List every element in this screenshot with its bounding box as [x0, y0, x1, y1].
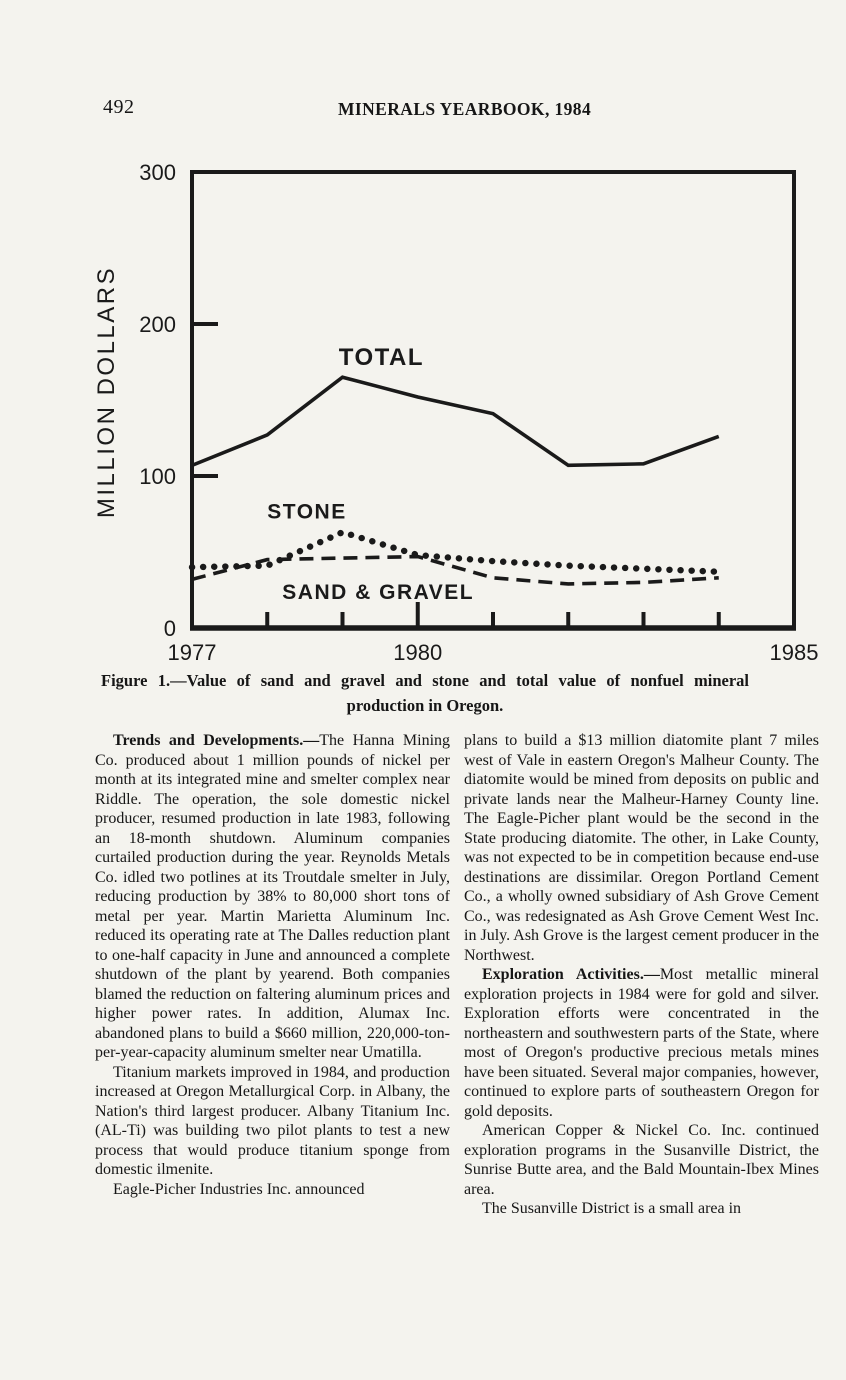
series-line-sand-gravel: [191, 554, 719, 586]
x-tick-label-1977: 1977: [168, 640, 217, 665]
figure-caption-line1: Figure 1.—Value of sand and gravel and s…: [101, 671, 749, 690]
figure-caption-line2: production in Oregon.: [346, 696, 504, 715]
y-tick-label-100: 100: [139, 464, 176, 489]
paragraph-text: Most metallic mineral exploration projec…: [464, 966, 819, 1120]
paragraph-lead: Exploration Activities.—: [482, 966, 660, 983]
paragraph-text: The Susanville District is a small area …: [482, 1200, 742, 1217]
y-axis-title: MILLION DOLLARS: [93, 266, 120, 518]
series-label-total: TOTAL: [339, 344, 424, 371]
figure-1: 0 100 200 300 1977 1980 1985 MILLION DOLLARS TOT…: [84, 148, 824, 668]
figure-1-chart: 0 100 200 300 1977 1980 1985 MILLION DOLLARS TOT…: [93, 160, 819, 665]
paragraph-text: American Copper & Nickel Co. Inc. contin…: [464, 1122, 819, 1198]
body-text: Trends and Developments.—The Hanna Minin…: [95, 731, 819, 1219]
paragraph-lead: Trends and Developments.—: [113, 732, 320, 749]
paragraph-diatomite: plans to build a $13 million diatomite p…: [464, 731, 819, 965]
left-column: Trends and Developments.—The Hanna Minin…: [95, 731, 450, 1219]
paragraph-exploration: Exploration Activities.—Most metallic mi…: [464, 965, 819, 1121]
paragraph-trends: Trends and Developments.—The Hanna Minin…: [95, 731, 450, 1063]
page-title: MINERALS YEARBOOK, 1984: [338, 99, 592, 119]
y-tick-label-0: 0: [164, 616, 176, 641]
paragraph-susanville: The Susanville District is a small area …: [464, 1199, 819, 1219]
paragraph-text: Titanium markets improved in 1984, and p…: [95, 1063, 450, 1179]
paragraph-titanium: Titanium markets improved in 1984, and p…: [95, 1063, 450, 1180]
page-number: 492: [103, 96, 135, 118]
paragraph-american-copper: American Copper & Nickel Co. Inc. contin…: [464, 1121, 819, 1199]
paragraph-text: Eagle-Picher Industries Inc. announced: [113, 1180, 365, 1198]
x-tick-label-1980: 1980: [393, 640, 442, 665]
paragraph-eagle-picher: Eagle-Picher Industries Inc. announced: [95, 1180, 450, 1200]
series-line-total: [191, 375, 720, 468]
figure-caption: Figure 1.—Value of sand and gravel and s…: [101, 668, 749, 718]
right-column: plans to build a $13 million diatomite p…: [464, 731, 819, 1219]
x-tick-label-1985: 1985: [770, 640, 819, 665]
series-label-sand-gravel: SAND & GRAVEL: [282, 581, 474, 604]
paragraph-text: The Hanna Mining Co. produced about 1 mi…: [95, 732, 451, 1061]
paragraph-text: plans to build a $13 million diatomite p…: [464, 732, 819, 964]
y-tick-label-300: 300: [139, 160, 176, 185]
series-label-stone: STONE: [267, 501, 346, 524]
y-tick-label-200: 200: [139, 312, 176, 337]
